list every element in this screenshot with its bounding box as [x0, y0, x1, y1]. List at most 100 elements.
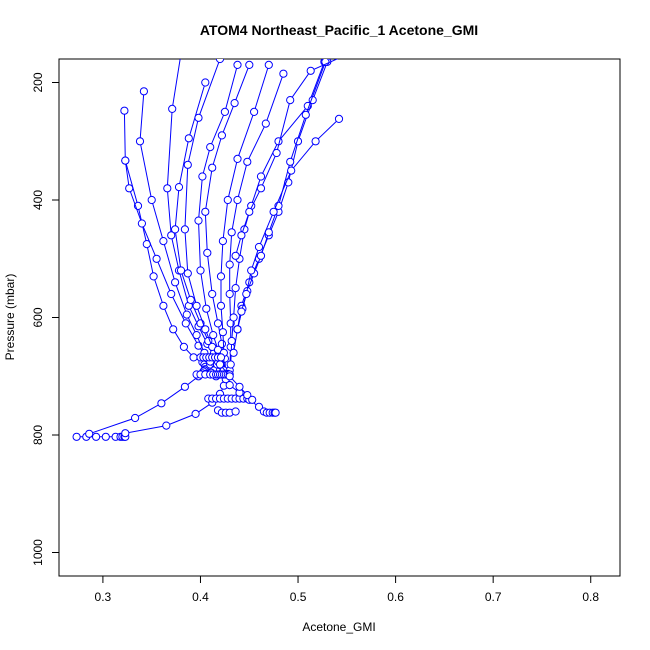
- data-point: [272, 148, 281, 158]
- data-point: [242, 289, 251, 299]
- data-point: [121, 156, 130, 165]
- data-point: [157, 399, 166, 408]
- y-axis-label: Pressure (mbar): [3, 274, 17, 361]
- data-point: [167, 231, 176, 240]
- data-point: [167, 289, 176, 299]
- data-point: [256, 172, 266, 181]
- series-layer: [72, 59, 344, 441]
- data-point: [256, 251, 266, 260]
- data-point: [229, 313, 238, 322]
- data-point: [174, 183, 184, 192]
- data-point: [208, 163, 217, 172]
- data-point: [202, 304, 211, 313]
- x-tick-label: 0.6: [387, 590, 404, 604]
- data-point: [233, 60, 242, 70]
- profile-line: [229, 73, 284, 371]
- data-point: [135, 137, 145, 146]
- data-point: [168, 104, 177, 114]
- data-point: [208, 289, 217, 299]
- data-point: [180, 225, 189, 234]
- profile-series: [215, 360, 257, 404]
- data-point: [218, 328, 227, 337]
- data-point: [217, 339, 226, 348]
- data-point: [215, 360, 225, 369]
- data-point: [334, 114, 344, 124]
- data-point: [264, 60, 273, 70]
- data-point: [147, 195, 156, 205]
- data-point: [169, 325, 178, 334]
- data-point: [196, 266, 205, 275]
- y-tick-label: 200: [31, 72, 45, 92]
- data-point: [229, 348, 238, 357]
- profile-series: [225, 69, 288, 375]
- data-point: [269, 207, 278, 216]
- data-point: [149, 272, 158, 281]
- data-point: [206, 143, 215, 152]
- data-point: [162, 421, 171, 430]
- y-tick-label: 600: [31, 307, 45, 327]
- data-point: [237, 307, 246, 316]
- profile-series: [213, 406, 240, 417]
- data-point: [217, 131, 226, 140]
- data-point: [201, 207, 210, 216]
- data-point: [230, 99, 239, 108]
- data-point: [163, 184, 172, 193]
- data-point: [215, 59, 225, 64]
- data-point: [216, 353, 226, 362]
- data-point: [254, 242, 264, 252]
- x-tick-label: 0.5: [290, 590, 307, 604]
- data-point: [225, 289, 234, 299]
- data-point: [198, 172, 207, 181]
- data-point: [101, 432, 110, 441]
- data-point: [223, 195, 232, 205]
- x-tick-label: 0.7: [485, 590, 502, 604]
- data-point: [192, 331, 201, 340]
- data-point: [225, 260, 234, 269]
- data-point: [227, 336, 236, 346]
- profile-line: [235, 59, 339, 256]
- data-point: [213, 319, 223, 328]
- data-point: [92, 432, 101, 441]
- data-point: [209, 331, 218, 340]
- data-point: [183, 269, 192, 278]
- profile-series: [233, 114, 344, 334]
- data-point: [301, 110, 310, 119]
- data-point: [231, 407, 240, 416]
- data-point: [227, 228, 236, 237]
- data-point: [286, 96, 295, 105]
- data-point: [159, 301, 168, 310]
- x-axis: 0.3 0.4 0.5 0.6 0.7 0.8: [95, 575, 599, 604]
- data-point: [191, 409, 200, 418]
- data-point: [250, 107, 259, 117]
- data-point: [137, 219, 146, 228]
- profile-series: [72, 432, 130, 441]
- data-point: [186, 295, 195, 304]
- data-point: [85, 429, 94, 438]
- data-point: [192, 301, 201, 310]
- data-point: [245, 207, 254, 216]
- y-tick-label: 1000: [31, 539, 45, 566]
- data-point: [231, 284, 240, 293]
- profile-series: [196, 353, 226, 362]
- data-point: [218, 237, 227, 246]
- data-point: [194, 113, 203, 122]
- data-point: [171, 278, 180, 287]
- x-tick-label: 0.3: [95, 590, 112, 604]
- data-point: [184, 134, 193, 143]
- data-point: [243, 157, 252, 166]
- x-tick-label: 0.8: [582, 590, 599, 604]
- data-point: [159, 237, 168, 246]
- profile-series: [192, 370, 234, 379]
- data-point: [237, 231, 246, 240]
- data-point: [121, 429, 130, 438]
- data-point: [225, 372, 234, 381]
- chart-title: ATOM4 Northeast_Pacific_1 Acetone_GMI: [200, 22, 478, 38]
- data-point: [279, 69, 288, 78]
- y-tick-label: 400: [31, 190, 45, 210]
- data-point: [254, 402, 264, 411]
- data-point: [245, 60, 254, 70]
- data-point: [231, 251, 240, 260]
- data-point: [247, 266, 256, 275]
- data-point: [203, 248, 212, 257]
